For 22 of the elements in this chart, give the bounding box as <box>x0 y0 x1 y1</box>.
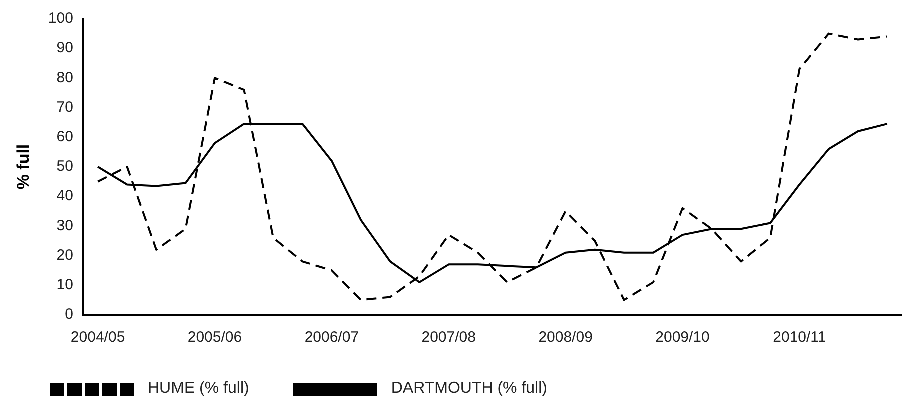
y-tick-label: 50 <box>56 158 74 176</box>
x-tick-label: 2007/08 <box>422 329 476 346</box>
legend-label: HUME (% full) <box>148 380 250 398</box>
y-tick-label: 60 <box>56 128 74 146</box>
y-tick-label: 40 <box>56 188 74 205</box>
y-tick-label: 30 <box>56 217 74 234</box>
line-series <box>97 32 888 302</box>
x-tick-label: 2010/11 <box>773 329 826 346</box>
x-tick-label: 2008/09 <box>538 329 593 346</box>
y-tick-label: 10 <box>56 276 74 294</box>
y-axis-title: % full <box>14 144 33 190</box>
x-tick-label: 2005/06 <box>188 329 242 346</box>
y-tick-label: 20 <box>56 246 74 264</box>
y-tick-label: 0 <box>65 306 74 324</box>
x-tick-label: 2009/10 <box>656 329 710 346</box>
y-tick-label: 70 <box>56 98 74 116</box>
x-tick-label: 2004/05 <box>70 329 126 346</box>
y-tick-label: 80 <box>56 69 74 86</box>
y-tick-label: 90 <box>56 40 74 57</box>
x-tick-label: 2006/07 <box>304 329 360 346</box>
y-tick-label: 100 <box>48 10 74 28</box>
legend-label: DARTMOUTH (% full) <box>391 380 548 398</box>
